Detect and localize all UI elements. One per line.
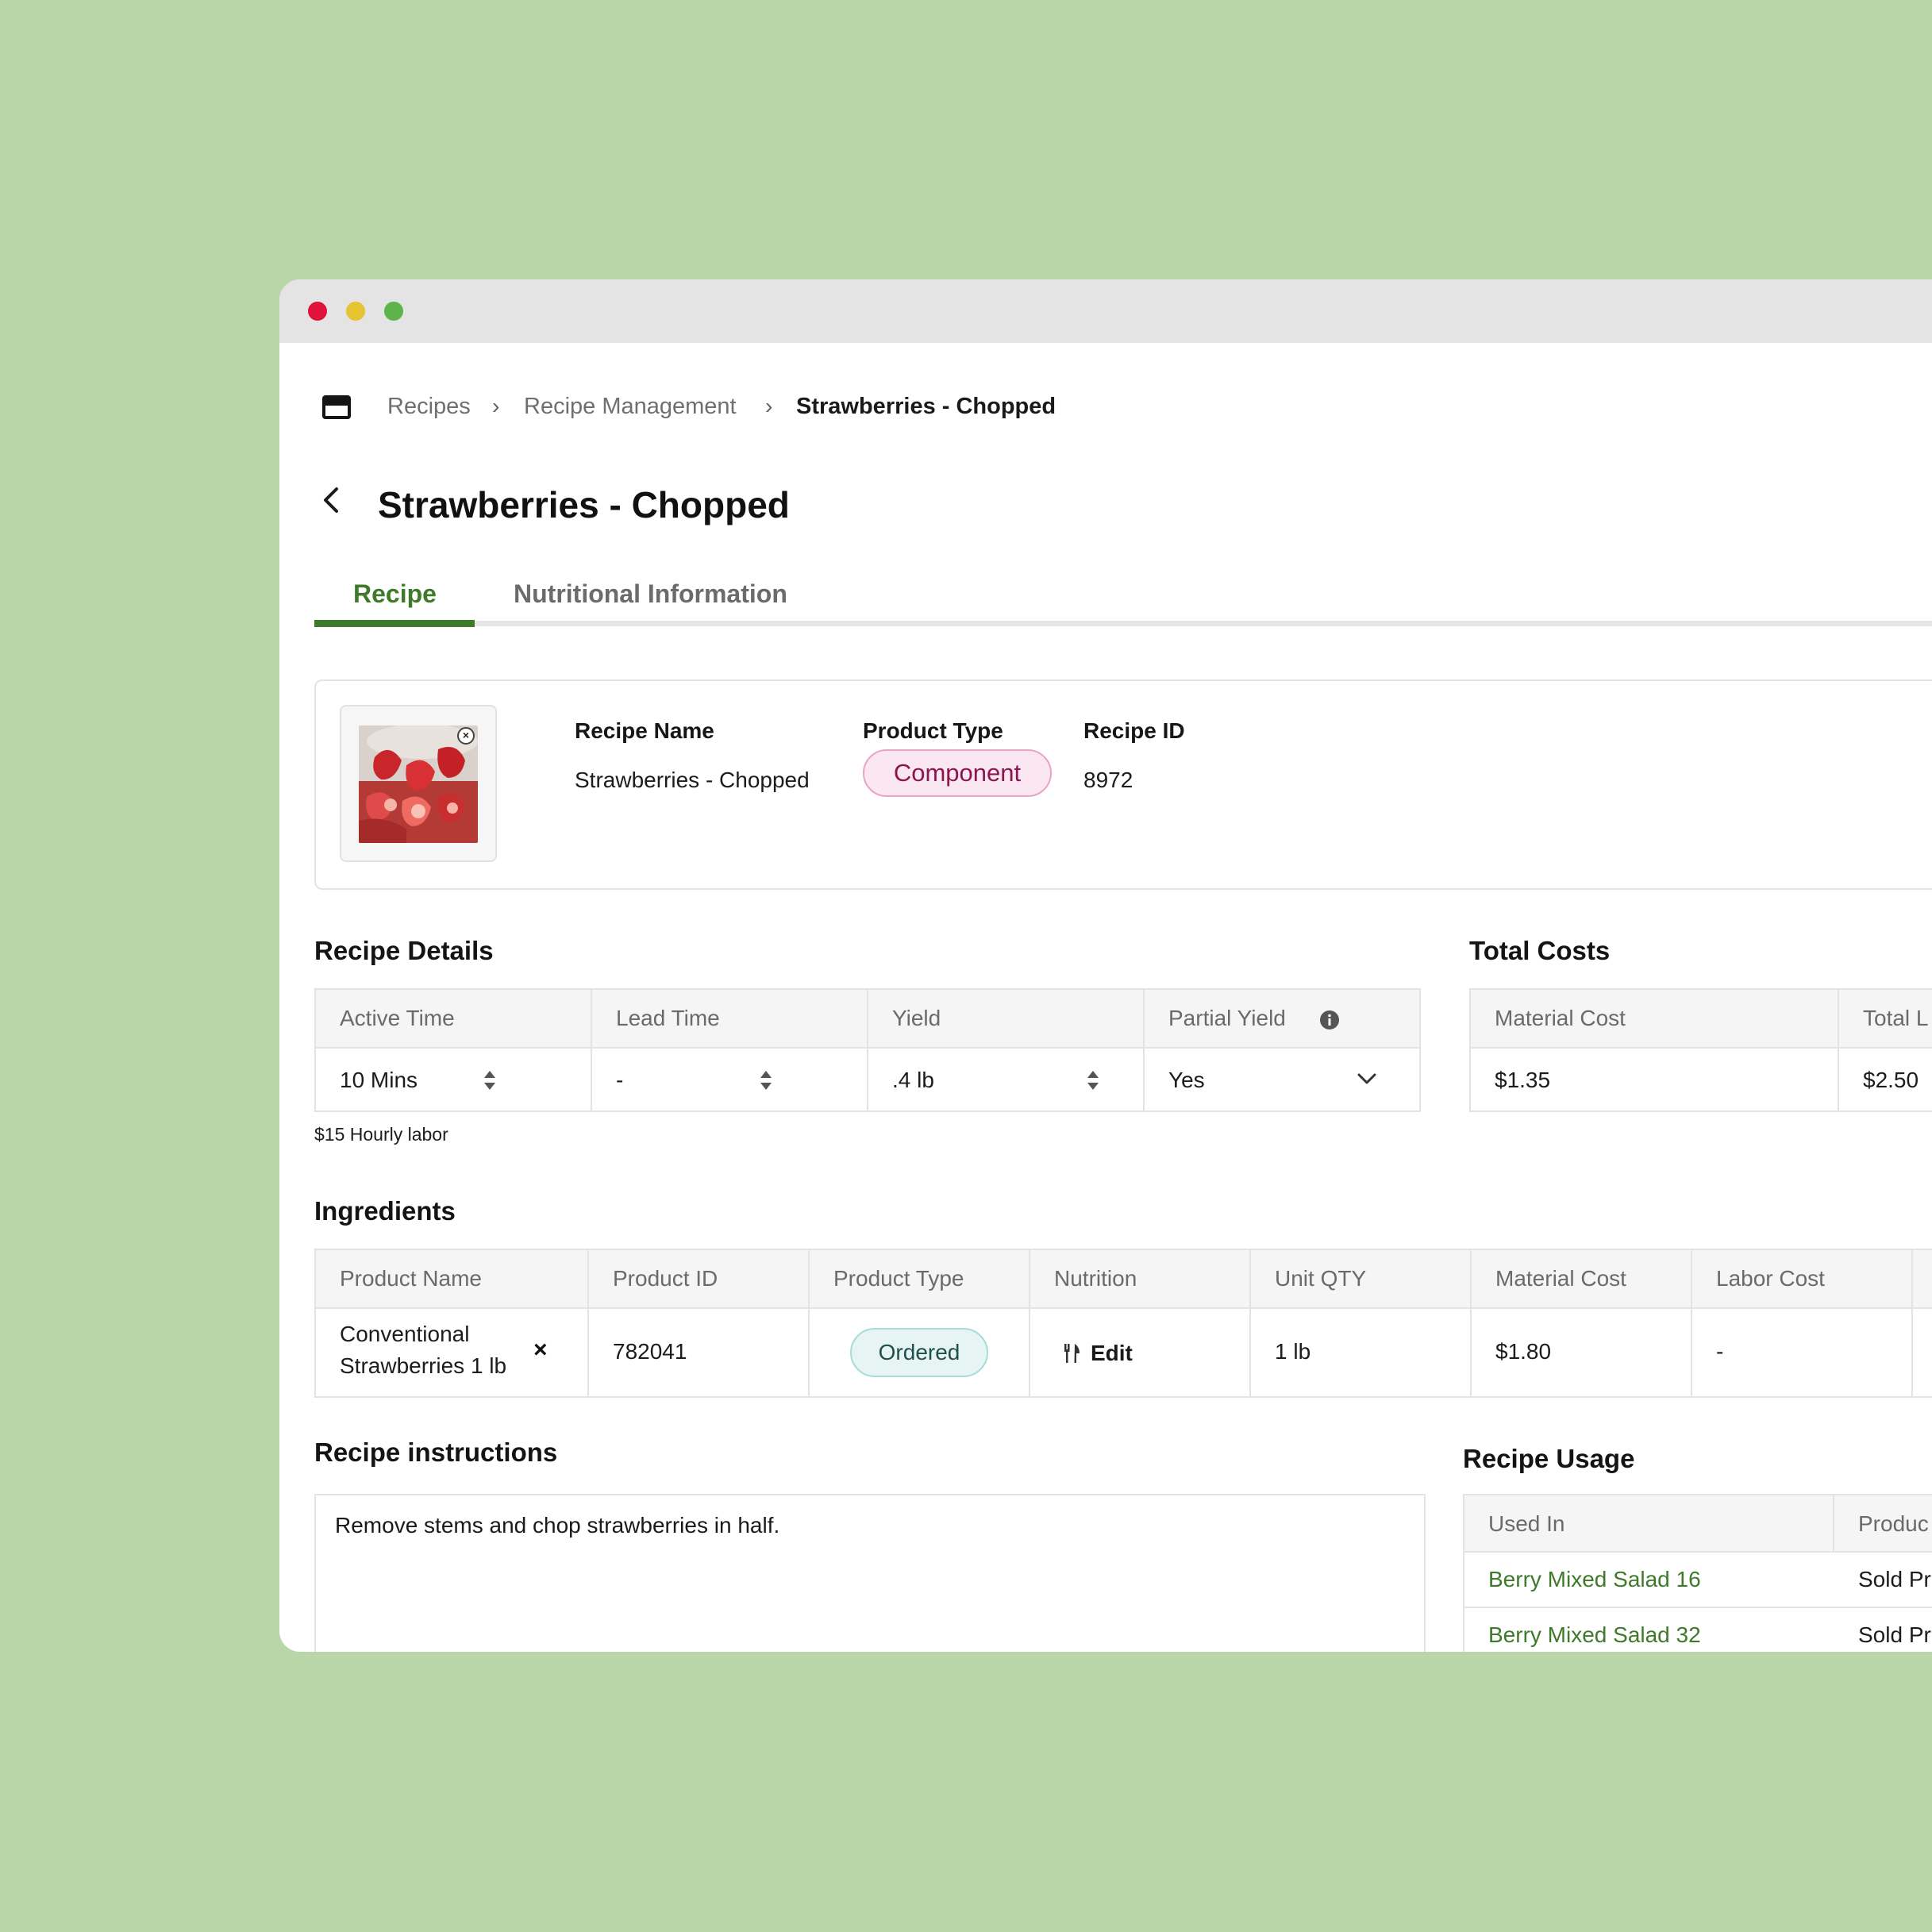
ingredient-name-cell: Conventional Strawberries 1 lb × xyxy=(314,1307,589,1398)
col-material-cost: Material Cost xyxy=(1470,1249,1692,1309)
col-product-type: Product Type xyxy=(808,1249,1030,1309)
hourly-labor-note: $15 Hourly labor xyxy=(314,1124,448,1145)
usage-col-product: Produc xyxy=(1833,1494,1932,1553)
usage-col-used-in: Used In xyxy=(1463,1494,1834,1553)
stepper-arrows-icon[interactable] xyxy=(484,1071,495,1090)
recipe-usage-title: Recipe Usage xyxy=(1463,1444,1635,1473)
browser-window: Recipes › Recipe Management › Strawberri… xyxy=(279,279,1932,1652)
breadcrumb-item-recipes[interactable]: Recipes xyxy=(387,394,471,419)
chevron-down-icon xyxy=(1357,1073,1376,1084)
chevron-right-icon: › xyxy=(765,394,773,418)
breadcrumb-current: Strawberries - Chopped xyxy=(796,394,1056,419)
recipe-id-value: 8972 xyxy=(1083,768,1133,792)
recipe-instructions-textarea[interactable]: Remove stems and chop strawberries in ha… xyxy=(314,1494,1426,1652)
stepper-arrows-icon[interactable] xyxy=(760,1071,772,1090)
ordered-badge: Ordered xyxy=(850,1328,988,1377)
usage-link[interactable]: Berry Mixed Salad 16 xyxy=(1488,1567,1701,1591)
partial-yield-header: Partial Yield xyxy=(1143,988,1421,1049)
col-nutrition: Nutrition xyxy=(1029,1249,1251,1309)
recipe-id-label: Recipe ID xyxy=(1083,718,1185,743)
usage-link[interactable]: Berry Mixed Salad 32 xyxy=(1488,1622,1701,1647)
recipe-name-label: Recipe Name xyxy=(575,718,714,743)
product-type-badge: Component xyxy=(863,749,1052,797)
stepper-arrows-icon[interactable] xyxy=(1087,1071,1099,1090)
recipe-details-title: Recipe Details xyxy=(314,936,494,965)
window-titlebar xyxy=(279,279,1932,343)
breadcrumb-item-recipe-management[interactable]: Recipe Management xyxy=(524,394,737,419)
total-labor-cost-header: Total L xyxy=(1838,988,1932,1049)
remove-ingredient-icon[interactable]: × xyxy=(533,1337,548,1363)
ingredient-overflow-cell xyxy=(1911,1307,1932,1398)
ingredient-labor-cost-cell: - xyxy=(1691,1307,1913,1398)
partial-yield-select[interactable]: Yes xyxy=(1143,1047,1421,1112)
col-product-name: Product Name xyxy=(314,1249,589,1309)
col-product-id: Product ID xyxy=(587,1249,810,1309)
active-tab-indicator xyxy=(314,620,475,627)
lead-time-stepper[interactable]: - xyxy=(591,1047,868,1112)
total-material-cost-header: Material Cost xyxy=(1469,988,1839,1049)
yield-stepper[interactable]: .4 lb xyxy=(867,1047,1145,1112)
lead-time-header: Lead Time xyxy=(591,988,868,1049)
chevron-right-icon: › xyxy=(492,394,500,418)
total-costs-title: Total Costs xyxy=(1469,936,1611,965)
recipe-photo xyxy=(359,725,478,843)
recipe-instructions-title: Recipe instructions xyxy=(314,1437,558,1467)
total-labor-cost-value: $2.50 xyxy=(1838,1047,1932,1112)
recipe-name-value: Strawberries - Chopped xyxy=(575,768,810,792)
ingredient-unit-qty-cell: 1 lb xyxy=(1249,1307,1472,1398)
back-arrow-icon[interactable] xyxy=(318,484,346,516)
usage-row[interactable]: Berry Mixed Salad 16 Sold Pr xyxy=(1463,1551,1932,1608)
minimize-window-button[interactable] xyxy=(346,302,365,321)
tab-nutritional-information[interactable]: Nutritional Information xyxy=(514,579,787,608)
col-overflow xyxy=(1911,1249,1932,1309)
recipe-instructions-text: Remove stems and chop strawberries in ha… xyxy=(335,1513,780,1538)
ingredient-nutrition-cell: Edit xyxy=(1029,1307,1251,1398)
utensils-icon xyxy=(1064,1344,1080,1363)
yield-header: Yield xyxy=(867,988,1145,1049)
maximize-window-button[interactable] xyxy=(384,302,403,321)
recipe-summary-card xyxy=(314,679,1932,890)
product-type-label: Product Type xyxy=(863,718,1003,743)
active-time-stepper[interactable]: 10 Mins xyxy=(314,1047,592,1112)
usage-row[interactable]: Berry Mixed Salad 32 Sold Pr xyxy=(1463,1607,1932,1652)
tab-recipe[interactable]: Recipe xyxy=(353,579,437,608)
close-window-button[interactable] xyxy=(308,302,327,321)
remove-image-icon[interactable]: × xyxy=(457,727,475,745)
ingredient-product-type-cell: Ordered xyxy=(808,1307,1030,1398)
page-content: Recipes › Recipe Management › Strawberri… xyxy=(279,343,1932,1652)
col-labor-cost: Labor Cost xyxy=(1691,1249,1913,1309)
total-material-cost-value: $1.35 xyxy=(1469,1047,1839,1112)
ingredient-product-id-cell: 782041 xyxy=(587,1307,810,1398)
active-time-header: Active Time xyxy=(314,988,592,1049)
ingredients-title: Ingredients xyxy=(314,1196,456,1226)
col-unit-qty: Unit QTY xyxy=(1249,1249,1472,1309)
tabs-divider xyxy=(314,621,1932,626)
info-icon[interactable] xyxy=(1319,1010,1340,1030)
page-title: Strawberries - Chopped xyxy=(378,484,790,525)
ingredient-material-cost-cell: $1.80 xyxy=(1470,1307,1692,1398)
sidebar-toggle-icon[interactable] xyxy=(322,395,351,419)
